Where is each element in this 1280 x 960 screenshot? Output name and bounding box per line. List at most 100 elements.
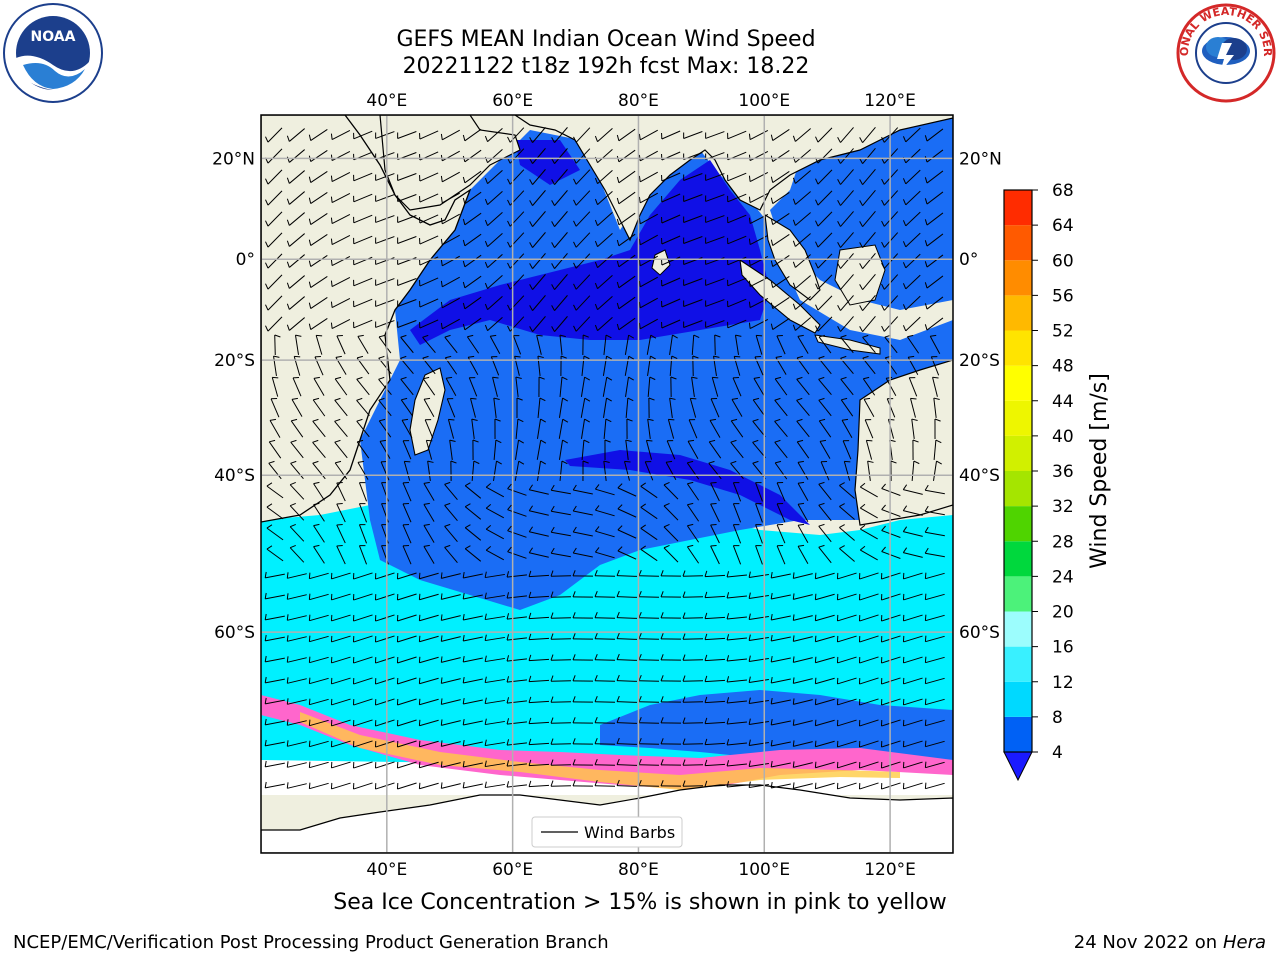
wind-barb xyxy=(862,376,876,396)
wind-barb xyxy=(663,481,679,500)
wind-barb xyxy=(726,718,747,725)
wind-barb xyxy=(865,439,873,460)
wind-barb xyxy=(330,171,351,183)
wind-barb xyxy=(330,255,351,267)
wind-barb xyxy=(594,716,616,724)
wind-barb xyxy=(837,211,854,227)
wind-barb xyxy=(330,719,351,727)
wind-barb xyxy=(380,461,390,481)
wind-barb xyxy=(660,759,682,766)
wind-barb xyxy=(933,460,942,481)
wind-barb xyxy=(269,418,281,438)
wind-barb xyxy=(726,613,747,620)
wind-barb xyxy=(867,460,874,481)
wind-barb xyxy=(550,738,572,745)
wind-barb xyxy=(860,482,878,498)
wind-barb xyxy=(748,739,769,746)
wind-barb xyxy=(902,127,921,143)
wind-barb xyxy=(440,234,460,246)
wind-barb xyxy=(814,656,835,664)
wind-barb xyxy=(440,318,460,330)
wind-barb xyxy=(815,274,833,290)
wind-barb xyxy=(859,253,876,269)
footer-host: Hera xyxy=(1222,932,1266,953)
wind-barb xyxy=(308,635,329,643)
wind-barb xyxy=(647,376,656,398)
wind-barb xyxy=(924,170,944,184)
wind-barb xyxy=(624,460,631,481)
wind-barb xyxy=(797,334,809,354)
wind-barb xyxy=(334,376,348,396)
wind-barb xyxy=(462,656,483,663)
wind-barb xyxy=(352,740,373,748)
wind-barb xyxy=(402,503,412,523)
wind-barb xyxy=(308,129,328,141)
wind-barb xyxy=(818,523,832,543)
colorbar-segment xyxy=(1004,260,1032,296)
wind-barb xyxy=(862,334,876,353)
wind-barb xyxy=(796,418,810,438)
wind-barb xyxy=(264,760,285,768)
wind-barb xyxy=(660,633,682,640)
wind-barb xyxy=(378,397,392,417)
wind-barb xyxy=(330,593,351,601)
colorbar-tick: 28 xyxy=(1052,532,1074,552)
wind-barb xyxy=(330,677,351,685)
wind-barb xyxy=(616,296,636,310)
wind-barb xyxy=(902,211,921,227)
wind-barb xyxy=(558,439,569,460)
wind-barb xyxy=(638,716,660,724)
wind-barb xyxy=(881,274,899,290)
wind-barb xyxy=(419,193,439,203)
wind-barb xyxy=(902,740,923,748)
wind-barb xyxy=(352,761,373,769)
wind-barb xyxy=(529,148,546,164)
wind-barb xyxy=(358,503,368,523)
wind-barb xyxy=(902,505,923,516)
wind-barb xyxy=(353,319,373,329)
wind-barb xyxy=(558,418,569,439)
wind-barb xyxy=(911,418,918,439)
wind-barb xyxy=(396,677,417,685)
wind-barb xyxy=(748,697,769,704)
wind-barb xyxy=(551,127,568,143)
wind-barb xyxy=(595,526,615,538)
wind-barb xyxy=(881,483,901,496)
wind-barb xyxy=(506,655,527,662)
wind-barb xyxy=(559,334,566,355)
colorbar-tick: 12 xyxy=(1052,673,1074,693)
lat-tick-left: 20°N xyxy=(212,149,255,169)
wind-barb xyxy=(902,274,921,290)
wind-barb xyxy=(616,716,638,724)
wind-barb xyxy=(528,547,549,558)
wind-barb xyxy=(551,211,568,227)
wind-barb xyxy=(792,593,813,600)
wind-barb xyxy=(859,169,876,185)
wind-barb xyxy=(462,698,483,705)
wind-barb xyxy=(726,634,747,641)
colorbar-tick: 48 xyxy=(1052,357,1074,377)
wind-barb xyxy=(691,376,698,397)
wind-barb xyxy=(462,128,482,142)
wind-barb xyxy=(308,761,329,769)
wind-barb xyxy=(573,295,591,311)
wind-barb xyxy=(462,254,482,268)
wind-barb xyxy=(464,482,482,499)
wind-barb xyxy=(330,129,351,141)
wind-barb xyxy=(374,656,395,664)
wind-barb xyxy=(265,211,283,227)
wind-barb xyxy=(732,524,742,544)
wind-barb xyxy=(462,233,482,247)
wind-barb xyxy=(485,545,505,561)
wind-barb xyxy=(836,782,857,790)
wind-barb xyxy=(550,759,572,766)
wind-barb xyxy=(594,758,616,766)
wind-barb xyxy=(616,191,636,205)
wind-barb xyxy=(484,274,503,290)
wind-barb xyxy=(638,129,658,141)
wind-barb xyxy=(836,761,857,769)
wind-barb xyxy=(753,376,765,396)
wind-barb xyxy=(924,547,945,558)
wind-barb xyxy=(924,677,945,685)
